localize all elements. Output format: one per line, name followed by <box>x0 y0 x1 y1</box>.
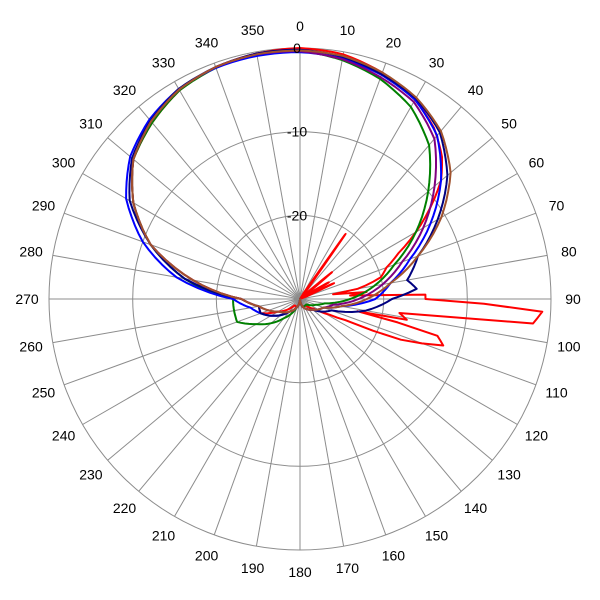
spoke-340 <box>213 62 301 300</box>
angle-tick-label-60: 60 <box>529 155 545 171</box>
spoke-190 <box>255 298 301 547</box>
angle-tick-label-140: 140 <box>464 500 488 516</box>
angle-tick-label-320: 320 <box>113 82 137 98</box>
angle-tick-label-220: 220 <box>113 500 137 516</box>
series-line-6 <box>131 49 452 314</box>
spoke-200 <box>213 298 301 536</box>
series-layer <box>125 47 544 347</box>
spoke-320 <box>138 106 301 300</box>
angle-tick-label-240: 240 <box>52 428 76 444</box>
spoke-210 <box>174 298 301 517</box>
angle-tick-label-260: 260 <box>19 338 43 354</box>
angle-tick-label-130: 130 <box>497 467 521 483</box>
spoke-130 <box>299 298 493 461</box>
spoke-240 <box>82 298 301 425</box>
angle-tick-label-30: 30 <box>429 55 445 71</box>
spoke-350 <box>255 51 301 300</box>
angle-tick-label-250: 250 <box>32 384 56 400</box>
angle-tick-label-80: 80 <box>561 244 577 260</box>
angle-tick-label-350: 350 <box>241 22 265 38</box>
spoke-20 <box>299 62 387 300</box>
spoke-120 <box>299 298 518 425</box>
angle-tick-label-20: 20 <box>386 35 402 51</box>
angle-tick-label-270: 270 <box>15 291 39 307</box>
angle-tick-label-120: 120 <box>525 428 549 444</box>
angle-tick-label-230: 230 <box>79 467 103 483</box>
angle-tick-label-170: 170 <box>336 560 360 576</box>
radial-tick-label--20: -20 <box>287 207 307 223</box>
angle-tick-label-280: 280 <box>19 244 43 260</box>
angle-tick-label-90: 90 <box>565 291 581 307</box>
series-1-lobe-2 <box>299 271 334 300</box>
spoke-220 <box>138 298 301 492</box>
spoke-310 <box>107 137 301 300</box>
angle-tick-label-0: 0 <box>296 18 304 34</box>
angle-tick-label-290: 290 <box>32 198 56 214</box>
angle-tick-label-200: 200 <box>195 548 219 564</box>
spoke-290 <box>63 212 301 300</box>
spoke-140 <box>299 298 462 492</box>
angle-tick-label-330: 330 <box>152 55 176 71</box>
radial-tick-label-0: 0 <box>293 40 301 56</box>
angle-tick-label-110: 110 <box>545 384 568 400</box>
spoke-10 <box>299 51 345 300</box>
angle-tick-label-340: 340 <box>195 35 219 51</box>
angle-tick-label-70: 70 <box>549 198 565 214</box>
series-1-lobe-4 <box>299 282 335 300</box>
spoke-230 <box>107 298 301 461</box>
spoke-160 <box>299 298 387 536</box>
angle-tick-label-190: 190 <box>241 560 265 576</box>
radial-tick-label--10: -10 <box>287 124 307 140</box>
grid-circle--20 <box>215 214 385 384</box>
spoke-60 <box>299 173 518 300</box>
spoke-30 <box>299 81 426 300</box>
grid-circle--10 <box>132 131 468 467</box>
angle-tick-label-150: 150 <box>425 527 449 543</box>
series-1-lobe-1 <box>299 232 347 300</box>
angle-tick-label-40: 40 <box>468 82 484 98</box>
angle-tick-labels: 0 10 20 30 40 50 60 70 80 90 100 110 120 130 140 150 160… <box>15 18 581 580</box>
radial-tick-labels: -20 -10 0 <box>287 40 307 223</box>
angle-tick-label-10: 10 <box>340 22 356 38</box>
spoke-330 <box>174 81 301 300</box>
spoke-300 <box>82 173 301 300</box>
angle-tick-label-100: 100 <box>557 338 581 354</box>
angle-tick-label-210: 210 <box>152 527 176 543</box>
spoke-150 <box>299 298 426 517</box>
angle-tick-label-50: 50 <box>501 116 517 132</box>
angle-tick-label-300: 300 <box>52 155 76 171</box>
spoke-170 <box>299 298 345 547</box>
angle-tick-label-160: 160 <box>382 548 406 564</box>
angle-tick-label-180: 180 <box>288 564 312 580</box>
angle-tick-label-310: 310 <box>79 116 103 132</box>
